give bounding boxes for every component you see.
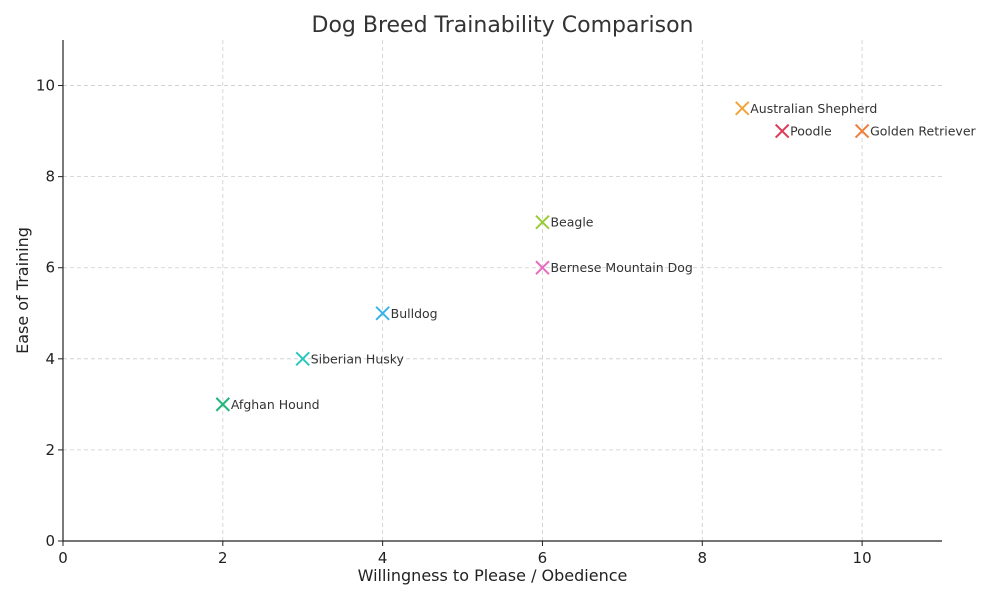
y-tick-label: 10 <box>36 77 55 95</box>
point-label: Golden Retriever <box>870 124 976 139</box>
point-marker <box>735 101 750 116</box>
x-axis-title: Willingness to Please / Obedience <box>358 566 628 585</box>
point-label: Australian Shepherd <box>750 101 877 116</box>
data-point: Afghan Hound <box>215 397 320 412</box>
x-tick-label: 10 <box>853 549 872 567</box>
point-marker <box>535 214 550 230</box>
x-tick-label: 2 <box>218 549 228 567</box>
ticks: 0 2 4 6 8 10 0 2 4 6 8 10 <box>36 77 872 567</box>
y-tick-label: 0 <box>45 532 55 550</box>
data-points: Golden Retriever Poodle Australian Shepher… <box>215 101 977 412</box>
data-point: Beagle <box>535 214 594 230</box>
point-marker <box>295 351 310 367</box>
x-tick-label: 8 <box>697 549 707 567</box>
point-label: Afghan Hound <box>231 397 320 412</box>
y-tick-label: 2 <box>45 441 55 459</box>
point-label: Bulldog <box>391 306 438 321</box>
point-marker <box>535 260 550 275</box>
point-label: Beagle <box>550 215 593 230</box>
data-point: Australian Shepherd <box>735 101 877 116</box>
point-marker <box>215 397 231 412</box>
point-marker <box>375 306 390 321</box>
y-tick-label: 4 <box>45 350 55 368</box>
y-tick-label: 8 <box>45 168 55 186</box>
x-tick-label: 6 <box>538 549 548 567</box>
y-axis-title: Ease of Training <box>13 227 32 354</box>
data-point: Bernese Mountain Dog <box>535 260 693 275</box>
y-tick-label: 6 <box>45 259 55 277</box>
point-marker <box>854 123 870 139</box>
data-point: Poodle <box>774 123 832 139</box>
point-label: Poodle <box>790 124 832 139</box>
data-point: Golden Retriever <box>854 123 977 139</box>
x-tick-label: 0 <box>58 549 68 567</box>
point-label: Bernese Mountain Dog <box>550 260 692 275</box>
point-label: Siberian Husky <box>311 351 405 366</box>
x-tick-label: 4 <box>378 549 388 567</box>
data-point: Siberian Husky <box>295 351 405 367</box>
chart-title: Dog Breed Trainability Comparison <box>312 13 694 38</box>
axes <box>62 40 942 542</box>
point-marker <box>774 123 790 139</box>
data-point: Bulldog <box>375 306 438 321</box>
